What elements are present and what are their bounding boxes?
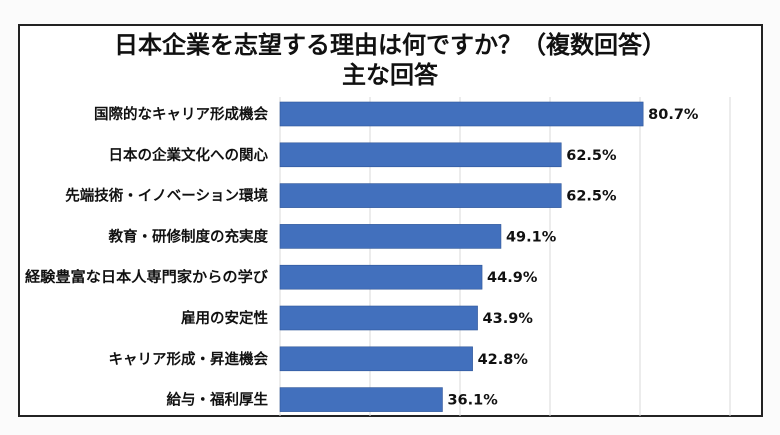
bar [279,346,473,372]
category-label: 日本の企業文化への関心 [109,146,269,164]
data-label: 43.9% [483,311,534,327]
bar [279,183,562,208]
bar [279,387,443,412]
category-label: 雇用の安定性 [181,309,268,327]
data-label: 62.5% [566,189,617,205]
chart-subtitle: 主な回答 [342,61,438,89]
category-label: 給与・福利厚生 [167,391,269,409]
category-label: キャリア形成・昇進機会 [109,350,269,368]
bar [279,224,502,249]
bar [279,142,562,168]
data-label: 62.5% [566,148,617,164]
data-label: 49.1% [506,229,557,245]
category-label: 経験豊富な日本人専門家からの学び [25,268,269,286]
chart-title: 日本企業を志望する理由は何ですか？（複数回答） [114,31,666,59]
bar [279,305,478,331]
data-label: 80.7% [648,107,699,123]
data-label: 44.9% [487,270,538,286]
data-label: 42.8% [478,352,529,368]
bar [279,264,483,290]
bar [279,101,644,127]
data-label: 36.1% [447,393,498,409]
category-label: 教育・研修制度の充実度 [108,227,269,245]
category-label: 国際的なキャリア形成機会 [94,105,268,123]
category-label: 先端技術・イノベーション環境 [65,187,268,205]
